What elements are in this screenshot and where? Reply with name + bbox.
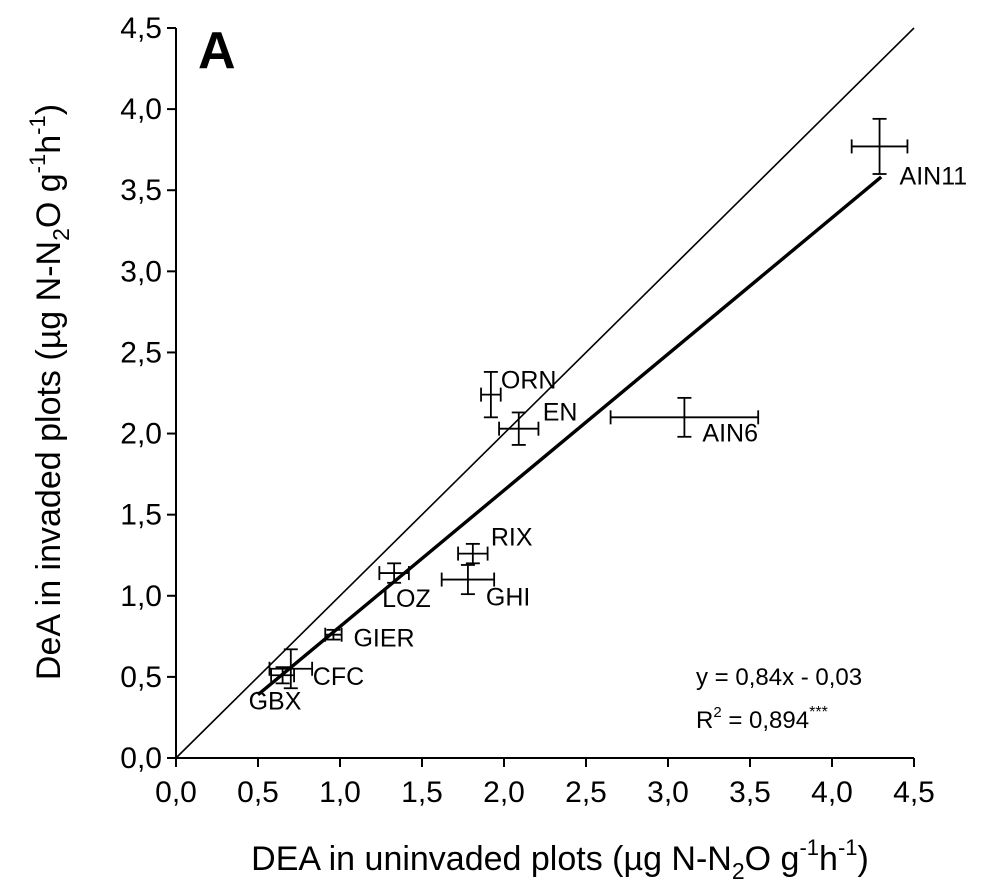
r2-sup: 2 [713,704,721,721]
data-points: AIN11 ORN EN AIN6 RIX GHI LOZ GIER CFC GBX [249,117,968,715]
axes: 0,0 0,5 1,0 1,5 2,0 2,5 3,0 3,5 4,0 4,5 0,0 0,5 1,0… [120,12,935,809]
point-label: LOZ [382,585,431,613]
data-point: GHI [440,564,530,612]
y-tick-label: 1,5 [120,499,162,532]
point-label: ORN [501,367,557,395]
data-point: GBX [249,666,302,715]
point-label: GHI [486,584,530,612]
y-tick-label: 3,5 [120,174,162,207]
data-point: AIN6 [609,396,760,447]
x-ticks: 0,0 0,5 1,0 1,5 2,0 2,5 3,0 3,5 4,0 4,5 [155,758,935,809]
r2-value: = 0,894 [722,707,809,734]
point-label: GIER [353,625,414,653]
data-point: RIX [457,524,533,565]
y-tick-label: 2,0 [120,418,162,451]
point-label: RIX [491,524,533,552]
regression-equation: y = 0,84x - 0,03 [696,664,862,691]
data-point: ORN [480,367,557,419]
y-tick-label: 1,0 [120,580,162,613]
y-tick-label: 0,5 [120,661,162,694]
point-label: EN [543,399,578,427]
r2-prefix: R [696,707,713,734]
point-label: AIN11 [900,162,968,190]
x-tick-label: 3,5 [729,776,771,809]
x-tick-label: 2,0 [483,776,525,809]
data-point: GIER [324,625,415,653]
x-tick-label: 1,0 [319,776,361,809]
lines-layer [175,27,915,759]
x-tick-label: 3,0 [647,776,689,809]
y-ticks: 0,0 0,5 1,0 1,5 2,0 2,5 3,0 3,5 4,0 4,5 [120,12,176,775]
data-point: CFC [268,648,364,691]
point-label: GBX [249,687,302,715]
x-tick-label: 0,0 [155,776,197,809]
x-tick-label: 2,5 [565,776,607,809]
data-point: EN [498,399,578,446]
y-tick-label: 3,0 [120,255,162,288]
data-point: LOZ [378,562,431,613]
regression-annotation: y = 0,84x - 0,03 R2 = 0,894*** [696,664,862,734]
panel-label: A [198,22,236,80]
y-tick-label: 4,5 [120,12,162,45]
point-label: AIN6 [702,419,758,447]
y-tick-label: 4,0 [120,93,162,126]
y-tick-label: 2,5 [120,336,162,369]
x-axis-title: DEA in uninvaded plots (µg N-N2O g-1h-1) [251,835,869,884]
one-to-one-line [175,27,915,759]
regression-line [256,175,883,697]
x-tick-label: 1,5 [401,776,443,809]
point-label: CFC [313,663,364,691]
r2-significance: *** [809,704,828,721]
data-point: AIN11 [850,117,968,190]
x-tick-label: 0,5 [237,776,279,809]
y-axis-title: DeA in invaded plots (µg N-N2O g-1h-1) [25,104,74,680]
y-tick-label: 0,0 [120,742,162,775]
r-squared: R2 = 0,894*** [696,704,828,734]
x-tick-label: 4,5 [893,776,935,809]
x-tick-label: 4,0 [811,776,853,809]
